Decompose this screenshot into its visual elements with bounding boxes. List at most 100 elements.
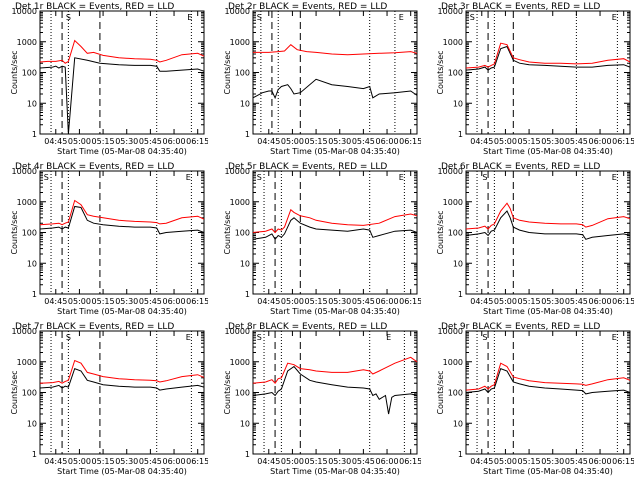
events-series-line (39, 57, 205, 135)
chart-title: Det 2r BLACK = Events, RED = LLD (228, 2, 387, 12)
y-tick-label: 10000 (12, 7, 37, 16)
chart-svg: Det 7r BLACK = Events, RED = LLD 1 10 100 10… (10, 322, 208, 476)
x-axis-label: Start Time (05-Mar-08 04:35:40) (483, 467, 613, 476)
lld-series-line (39, 199, 205, 226)
detector-panel: Det 6r BLACK = Events, RED = LLD 1 10 100 10… (434, 160, 634, 320)
x-tick-label: 05:45 (565, 137, 588, 146)
x-tick-label: 05:00 (494, 297, 517, 306)
chart-title: Det 3r BLACK = Events, RED = LLD (441, 2, 600, 12)
detector-panel: Det 5r BLACK = Events, RED = LLD 1 10 100 10… (221, 160, 421, 320)
detector-panel: Det 9r BLACK = Events, RED = LLD 1 10 100 10… (434, 320, 634, 480)
segment-label: S (470, 13, 475, 22)
segment-label: E (399, 173, 404, 182)
lld-series-line (252, 208, 418, 234)
events-series-line (39, 367, 205, 391)
x-tick-label: 05:00 (281, 137, 304, 146)
x-tick-label: 05:00 (68, 297, 91, 306)
x-tick-label: 05:45 (565, 457, 588, 466)
x-axis-label: Start Time (05-Mar-08 04:35:40) (483, 307, 613, 316)
y-tick-label: 100 (235, 389, 250, 398)
x-tick-label: 05:45 (352, 457, 375, 466)
segment-label: S (257, 13, 262, 22)
x-tick-label: 05:15 (305, 297, 328, 306)
segment-label: E (186, 173, 191, 182)
x-axis-label: Start Time (05-Mar-08 04:35:40) (270, 307, 400, 316)
x-tick-label: 05:00 (68, 137, 91, 146)
y-tick-label: 100 (235, 69, 250, 78)
y-tick-label: 10 (27, 259, 37, 268)
x-tick-label: 05:45 (139, 457, 162, 466)
x-tick-label: 05:15 (92, 297, 115, 306)
y-axis-label: Counts/sec (223, 370, 232, 414)
detector-panel: Det 3r BLACK = Events, RED = LLD 1 10 100 10… (434, 0, 634, 160)
x-tick-label: 05:15 (305, 137, 328, 146)
x-tick-label: 04:45 (44, 297, 67, 306)
y-tick-label: 100 (448, 229, 463, 238)
x-tick-label: 06:15 (186, 457, 208, 466)
x-tick-label: 04:45 (470, 137, 493, 146)
plot-frame (39, 330, 205, 455)
x-tick-label: 05:15 (92, 457, 115, 466)
segment-label: S (257, 173, 262, 182)
plot-frame (465, 330, 631, 455)
y-tick-label: 1 (458, 290, 463, 299)
segment-label: S (66, 13, 71, 22)
x-tick-label: 05:30 (328, 137, 351, 146)
y-tick-label: 1000 (443, 358, 463, 367)
x-tick-label: 06:00 (589, 457, 612, 466)
x-tick-label: 05:45 (139, 137, 162, 146)
x-tick-label: 06:00 (589, 297, 612, 306)
y-axis-label: Counts/sec (223, 210, 232, 254)
detector-panel: Det 1r BLACK = Events, RED = LLD 1 10 100 10… (8, 0, 208, 160)
segment-label: E (399, 13, 404, 22)
x-tick-label: 05:15 (305, 457, 328, 466)
x-tick-label: 05:30 (328, 297, 351, 306)
x-tick-label: 06:00 (163, 137, 186, 146)
events-series-line (465, 45, 631, 71)
x-tick-label: 05:45 (352, 297, 375, 306)
x-tick-label: 05:00 (494, 137, 517, 146)
x-tick-label: 05:30 (115, 297, 138, 306)
lld-series-line (465, 42, 631, 69)
x-tick-label: 05:30 (541, 137, 564, 146)
x-tick-label: 05:00 (281, 457, 304, 466)
x-tick-label: 05:00 (68, 457, 91, 466)
y-tick-label: 1 (32, 130, 37, 139)
y-axis-label: Counts/sec (223, 50, 232, 94)
y-tick-label: 1000 (443, 198, 463, 207)
x-axis-label: Start Time (05-Mar-08 04:35:40) (270, 147, 400, 156)
x-axis-label: Start Time (05-Mar-08 04:35:40) (57, 307, 187, 316)
segment-label: E (386, 333, 391, 342)
y-tick-label: 10000 (438, 167, 463, 176)
segment-label: E (186, 333, 191, 342)
x-tick-label: 04:45 (44, 457, 67, 466)
x-tick-label: 05:30 (541, 457, 564, 466)
lld-series-line (39, 39, 205, 64)
events-series-line (252, 365, 418, 415)
x-tick-label: 04:45 (257, 457, 280, 466)
y-tick-label: 10000 (12, 167, 37, 176)
y-tick-label: 100 (22, 389, 37, 398)
y-tick-label: 1000 (230, 358, 250, 367)
y-tick-label: 1000 (230, 38, 250, 47)
y-tick-label: 1 (32, 450, 37, 459)
segment-label: S (482, 173, 487, 182)
chart-svg: Det 8r BLACK = Events, RED = LLD 1 10 100 10… (223, 322, 421, 476)
segment-label: E (612, 173, 617, 182)
chart-svg: Det 4r BLACK = Events, RED = LLD 1 10 100 10… (10, 162, 208, 316)
y-tick-label: 10000 (12, 327, 37, 336)
x-tick-label: 04:45 (470, 457, 493, 466)
y-tick-label: 10 (453, 99, 463, 108)
x-tick-label: 06:15 (612, 297, 634, 306)
y-tick-label: 10 (240, 259, 250, 268)
x-tick-label: 05:30 (328, 457, 351, 466)
y-tick-label: 10 (453, 259, 463, 268)
x-tick-label: 04:45 (44, 137, 67, 146)
y-tick-label: 1 (458, 450, 463, 459)
chart-svg: Det 5r BLACK = Events, RED = LLD 1 10 100 10… (223, 162, 421, 316)
x-axis-label: Start Time (05-Mar-08 04:35:40) (57, 147, 187, 156)
x-tick-label: 05:00 (281, 297, 304, 306)
y-tick-label: 10000 (438, 7, 463, 16)
segment-label: E (187, 13, 192, 22)
y-tick-label: 1000 (17, 358, 37, 367)
